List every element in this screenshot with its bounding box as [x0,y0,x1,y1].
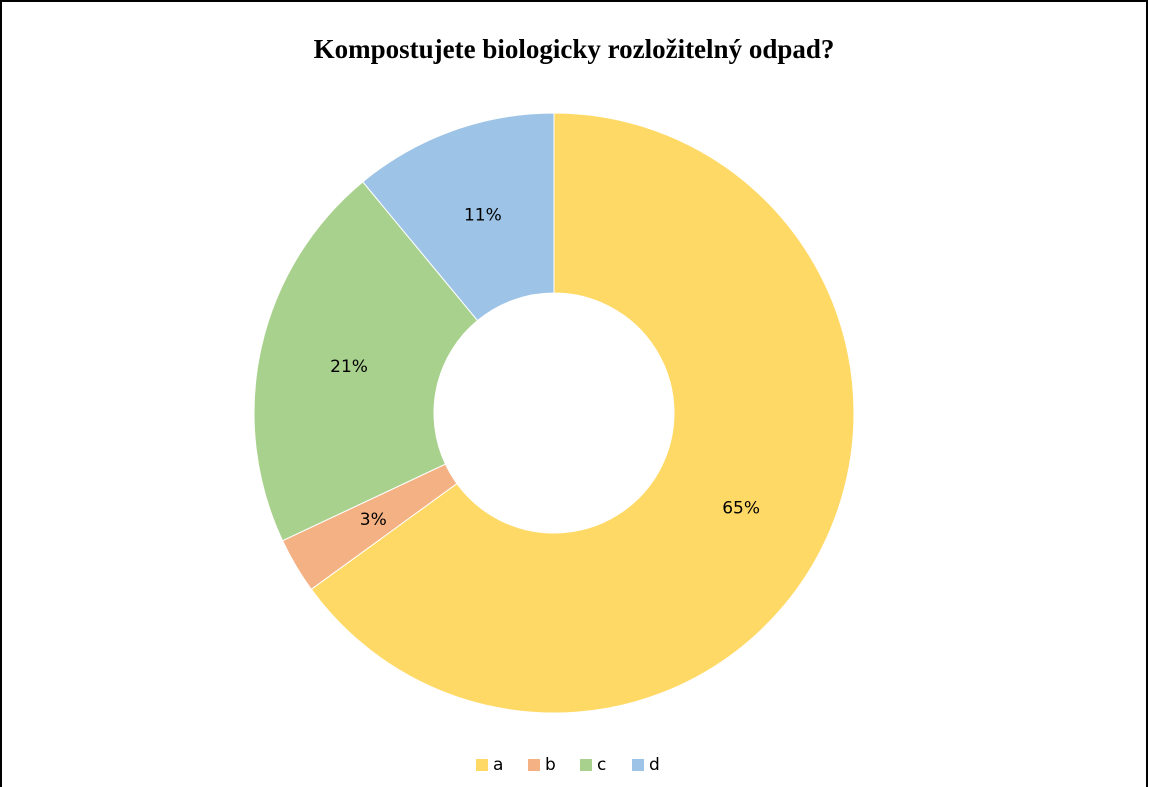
legend-label: c [597,755,606,775]
legend-label: b [545,755,556,775]
legend-swatch [528,759,540,771]
legend-label: d [649,755,660,775]
donut-slice [253,181,479,542]
data-label: 11% [464,205,502,225]
chart-title: Kompostujete biologicky rozložitelný odp… [314,34,835,64]
legend-swatch [476,759,488,771]
donut-slice [362,112,555,322]
legend-label: a [493,755,503,775]
data-label: 21% [330,357,368,377]
legend-swatch [632,759,644,771]
data-label: 65% [722,498,760,518]
legend-swatch [580,759,592,771]
data-label: 3% [360,510,387,530]
donut-slice [310,112,855,714]
